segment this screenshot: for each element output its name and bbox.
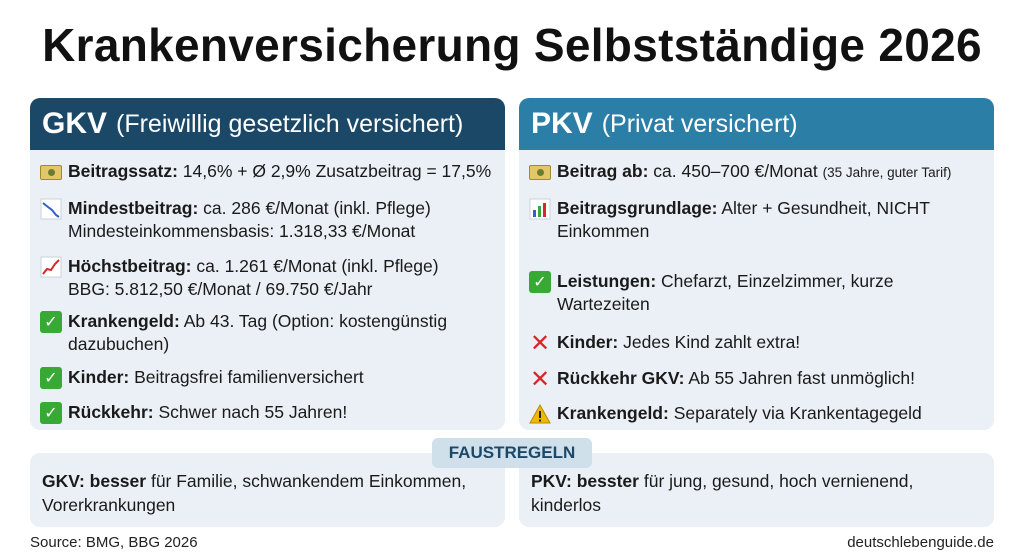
gkv-header: GKV (Freiwillig gesetzlich versichert): [30, 98, 505, 150]
check-icon: ✓: [40, 367, 62, 389]
chart-up-icon: [40, 256, 62, 278]
pkv-item-beitrag: Beitrag ab: ca. 450–700 €/Monat (35 Jahr…: [529, 160, 986, 184]
gkv-item-kinder: ✓ Kinder: Beitragsfrei familienversicher…: [40, 366, 497, 389]
pkv-item-rueckkehr: ✕ Rückkehr GKV: Ab 55 Jahren fast unmögl…: [529, 365, 915, 393]
faustregel-gkv: GKV: besser für Familie, schwankendem Ei…: [30, 453, 505, 527]
gkv-item-mindestbeitrag: Mindestbeitrag: ca. 286 €/Monat (inkl. P…: [40, 197, 497, 243]
cross-icon: ✕: [529, 329, 551, 357]
gkv-item-beitragssatz: Beitragssatz: 14,6% + Ø 2,9% Zusatzbeitr…: [40, 160, 497, 183]
gkv-item-hoechstbeitrag: Höchstbeitrag: ca. 1.261 €/Monat (inkl. …: [40, 255, 497, 301]
pkv-subtitle: (Privat versichert): [601, 109, 798, 138]
pkv-item-leistungen: ✓ Leistungen: Chefarzt, Einzelzimmer, ku…: [529, 270, 986, 316]
faustregeln-label: FAUSTREGELN: [432, 438, 592, 468]
gkv-subtitle: (Freiwillig gesetzlich versichert): [116, 109, 464, 138]
warning-icon: [529, 403, 551, 425]
gkv-abbr: GKV: [42, 107, 108, 140]
pkv-panel: PKV (Privat versichert) Beitrag ab: ca. …: [519, 98, 994, 430]
chart-down-icon: [40, 198, 62, 220]
gkv-panel: GKV (Freiwillig gesetzlich versichert) B…: [30, 98, 505, 430]
pkv-item-kinder: ✕ Kinder: Jedes Kind zahlt extra!: [529, 329, 801, 357]
money-icon: [529, 165, 551, 180]
check-icon: ✓: [40, 311, 62, 333]
cross-icon: ✕: [529, 365, 551, 393]
pkv-header: PKV (Privat versichert): [519, 98, 994, 150]
bar-chart-icon: [529, 198, 551, 220]
check-icon: ✓: [40, 402, 62, 424]
money-icon: [40, 165, 62, 180]
pkv-item-krankengeld: Krankengeld: Separately via Krankentageg…: [529, 402, 986, 425]
source-note: Source: BMG, BBG 2026: [30, 534, 198, 551]
site-credit: deutschlebenguide.de: [847, 534, 994, 551]
gkv-item-krankengeld: ✓ Krankengeld: Ab 43. Tag (Option: koste…: [40, 310, 497, 356]
pkv-abbr: PKV: [531, 107, 593, 140]
gkv-item-rueckkehr: ✓ Rückkehr: Schwer nach 55 Jahren!: [40, 401, 497, 424]
check-icon: ✓: [529, 271, 551, 293]
page-title: Krankenversicherung Selbstständige 2026: [42, 19, 982, 71]
pkv-item-beitragsgrundlage: Beitragsgrundlage: Alter + Gesundheit, N…: [529, 197, 986, 243]
faustregel-pkv: PKV: besster für jung, gesund, hoch vern…: [519, 453, 994, 527]
